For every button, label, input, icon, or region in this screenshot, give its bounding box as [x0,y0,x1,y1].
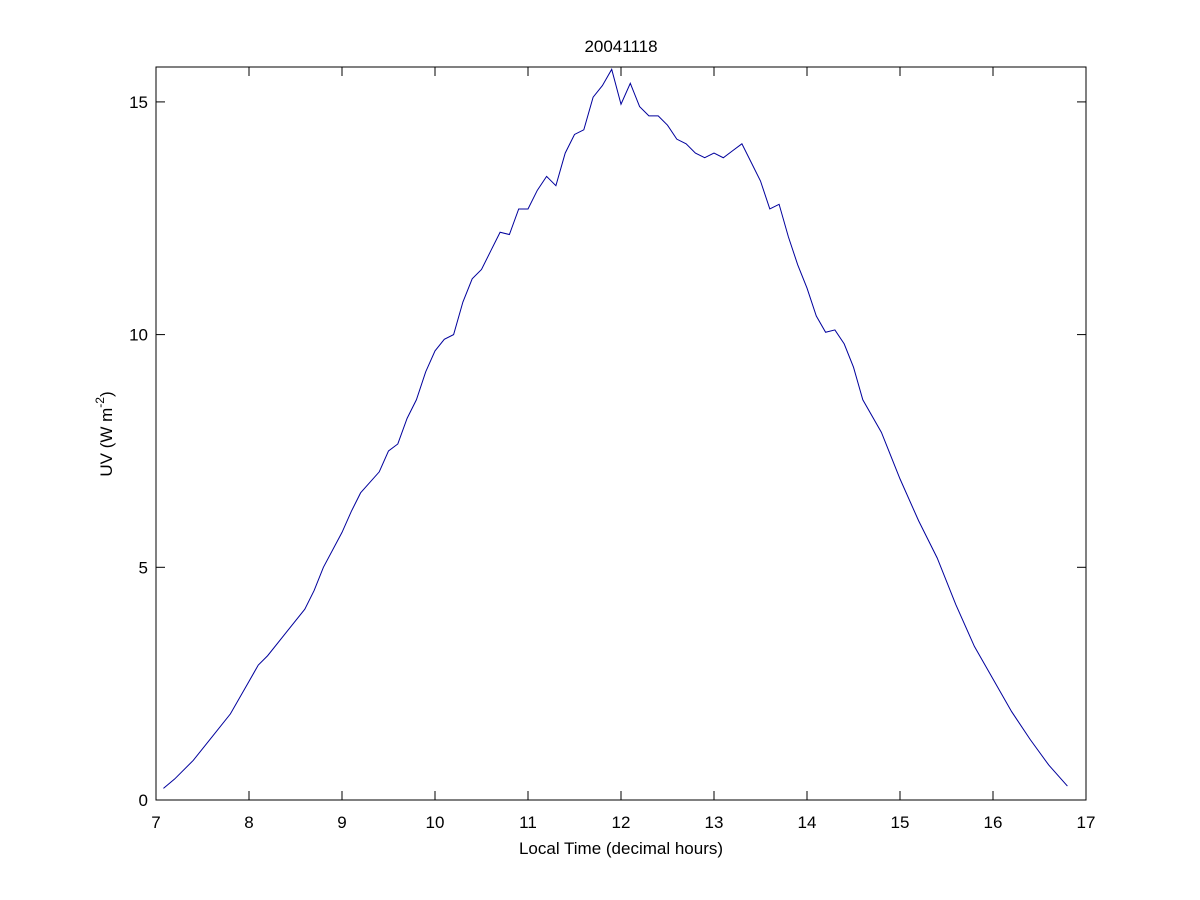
x-tick-label: 16 [984,813,1003,832]
y-axis-label-superscript: -2 [93,397,107,408]
x-tick-label: 8 [244,813,253,832]
x-tick-label: 14 [798,813,817,832]
x-tick-label: 13 [705,813,724,832]
x-tick-label: 11 [519,813,537,832]
x-tick-label: 9 [337,813,346,832]
x-tick-label: 7 [151,813,160,832]
y-axis-label: UV (W m-2) [93,391,116,476]
x-tick-label: 15 [891,813,910,832]
data-line [163,68,1068,789]
y-tick-label: 5 [139,558,148,577]
y-axis-label-text: ) [97,391,116,397]
y-tick-label: 0 [139,791,148,810]
x-tick-label: 12 [612,813,631,832]
x-tick-label: 10 [426,813,445,832]
x-axis-label: Local Time (decimal hours) [519,839,723,858]
y-tick-label: 10 [129,326,148,345]
y-tick-label: 15 [129,93,148,112]
chart-title: 20041118 [584,37,657,56]
x-tick-label: 17 [1077,813,1096,832]
y-axis-label-text: UV (W m [97,408,116,477]
